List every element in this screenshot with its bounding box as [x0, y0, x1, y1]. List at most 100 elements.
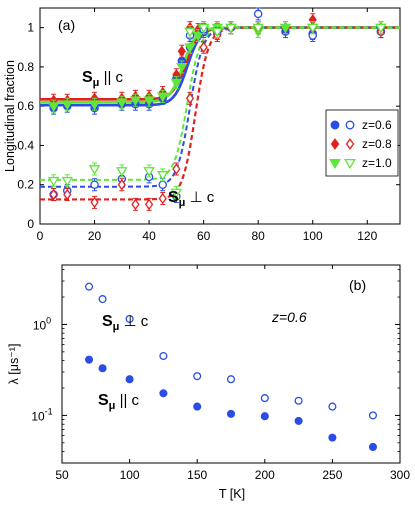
data-marks-b: [84, 282, 378, 452]
legend-markers: [329, 120, 356, 170]
point-z10_par: [143, 96, 155, 107]
fit-curve-a-3: [40, 26, 400, 188]
point-b-par: [98, 364, 107, 373]
y-tick-label-a: 0: [27, 217, 34, 231]
point-z10_perp: [197, 23, 210, 34]
y-axis-label-b: λ [μs⁻¹]: [7, 344, 21, 385]
legend-marker-open-0: [345, 120, 355, 130]
y-tick-label-exp: 0: [46, 315, 51, 325]
point-b-par: [193, 402, 202, 411]
x-tick-label-b: 300: [390, 468, 410, 482]
point-z10_perp: [252, 23, 264, 34]
point-z10_par: [176, 63, 188, 73]
y-tick-label-exp: -1: [45, 406, 53, 416]
point-z10_par: [88, 100, 101, 111]
x-tick-label-a: 40: [142, 229, 156, 243]
point-b-perp: [226, 375, 236, 384]
legend-label-z10: z=1.0: [362, 156, 392, 170]
plot-area-b: [61, 264, 401, 464]
point-z10_par: [170, 78, 183, 89]
legend-marker-open-2: [344, 158, 356, 170]
annotation-par-b-main: S: [98, 392, 109, 409]
x-tick-label-b: 100: [120, 468, 140, 482]
legend-label-z08: z=0.8: [362, 137, 392, 151]
annotation-z-b: z=0.6: [271, 309, 307, 325]
point-b-perp: [260, 394, 269, 403]
panel-b-tag: (b): [349, 277, 366, 293]
point-z10_perp: [306, 23, 319, 34]
point-b-par: [125, 375, 134, 384]
point-b-par: [368, 442, 378, 452]
point-b-perp: [159, 351, 168, 361]
x-tick-label-a: 0: [37, 229, 44, 243]
point-z10_perp: [225, 23, 237, 34]
x-tick-label-b: 50: [55, 468, 69, 482]
point-z10_par: [116, 98, 128, 109]
x-tick-label-a: 60: [197, 229, 211, 243]
point-b-perp: [125, 314, 134, 323]
annotation-par-a-rel: || c: [99, 69, 123, 86]
annotation-par-b: Sμ || c: [98, 392, 140, 412]
point-b-perp: [98, 295, 107, 304]
point-z08_perp: [185, 92, 195, 105]
point-z08_perp: [144, 198, 154, 211]
annotation-par-a-sub: μ: [93, 77, 100, 89]
annotation-par-a: Sμ || c: [82, 69, 124, 89]
y-tick-label-base: 10: [33, 318, 47, 332]
point-z10_par: [47, 102, 60, 113]
point-z10_perp: [143, 167, 155, 177]
point-z10_par: [192, 31, 204, 42]
annotation-perp-b-main: S: [102, 313, 113, 330]
data-marks-a: [47, 7, 387, 211]
point-b-par: [226, 409, 236, 418]
y-tick-label-a: 0.8: [17, 60, 34, 74]
point-z10_par: [61, 100, 74, 111]
point-z10_perp: [156, 171, 169, 181]
point-z08_par: [177, 45, 186, 57]
point-b-par: [260, 412, 269, 421]
y-tick-label-a: 0.6: [17, 99, 34, 113]
point-b-par: [84, 355, 94, 364]
annotation-perp-a-sub: μ: [179, 197, 186, 209]
x-tick-label-b: 200: [255, 468, 275, 482]
point-z10_perp: [61, 176, 74, 187]
legend-a: z=0.6 z=0.8 z=1.0: [325, 109, 399, 177]
panel-a: 0 20 40 60 80 100 120 0 0.2 0.4 0.6 0.8 1 (a) Longit…: [3, 7, 401, 243]
annotation-perp-b: Sμ ⊥ c: [102, 313, 149, 333]
point-z08_perp: [158, 192, 167, 205]
x-axis-label-b: T [K]: [219, 487, 245, 501]
point-b-par: [159, 389, 168, 398]
y-tick-label-a: 0.4: [17, 138, 34, 152]
point-b-par: [328, 433, 337, 442]
point-z08_perp: [117, 179, 126, 191]
point-z06_perp: [90, 180, 99, 189]
point-z10_par: [156, 92, 169, 103]
x-tick-label-b: 150: [187, 468, 207, 482]
y-tick-label-b: 100: [33, 315, 51, 332]
legend-marker-filled-0: [330, 120, 340, 130]
annotation-perp-a-main: S: [168, 189, 179, 206]
point-z08_perp: [63, 188, 72, 201]
point-z08_perp: [49, 188, 58, 201]
x-tick-label-a: 20: [88, 229, 102, 243]
legend-marker-filled-1: [330, 138, 340, 150]
annotation-par-b-sub: μ: [109, 400, 116, 412]
y-tick-label-a: 1: [27, 21, 34, 35]
annotation-perp-a: Sμ ⊥ c: [168, 189, 215, 209]
x-tick-label-a: 100: [303, 229, 323, 243]
point-b-perp: [193, 372, 202, 381]
point-b-perp: [328, 402, 337, 411]
point-z10_perp: [170, 188, 183, 199]
y-tick-label-base: 10: [31, 409, 45, 423]
point-z10_par: [184, 43, 196, 54]
point-z08_perp: [199, 41, 208, 53]
point-b-perp: [294, 396, 303, 405]
legend-marker-open-1: [345, 138, 355, 150]
y-tick-label-b: 10-1: [31, 406, 52, 423]
point-z10_perp: [375, 23, 387, 34]
point-z08_perp: [131, 198, 140, 211]
point-z10_perp: [184, 27, 196, 38]
